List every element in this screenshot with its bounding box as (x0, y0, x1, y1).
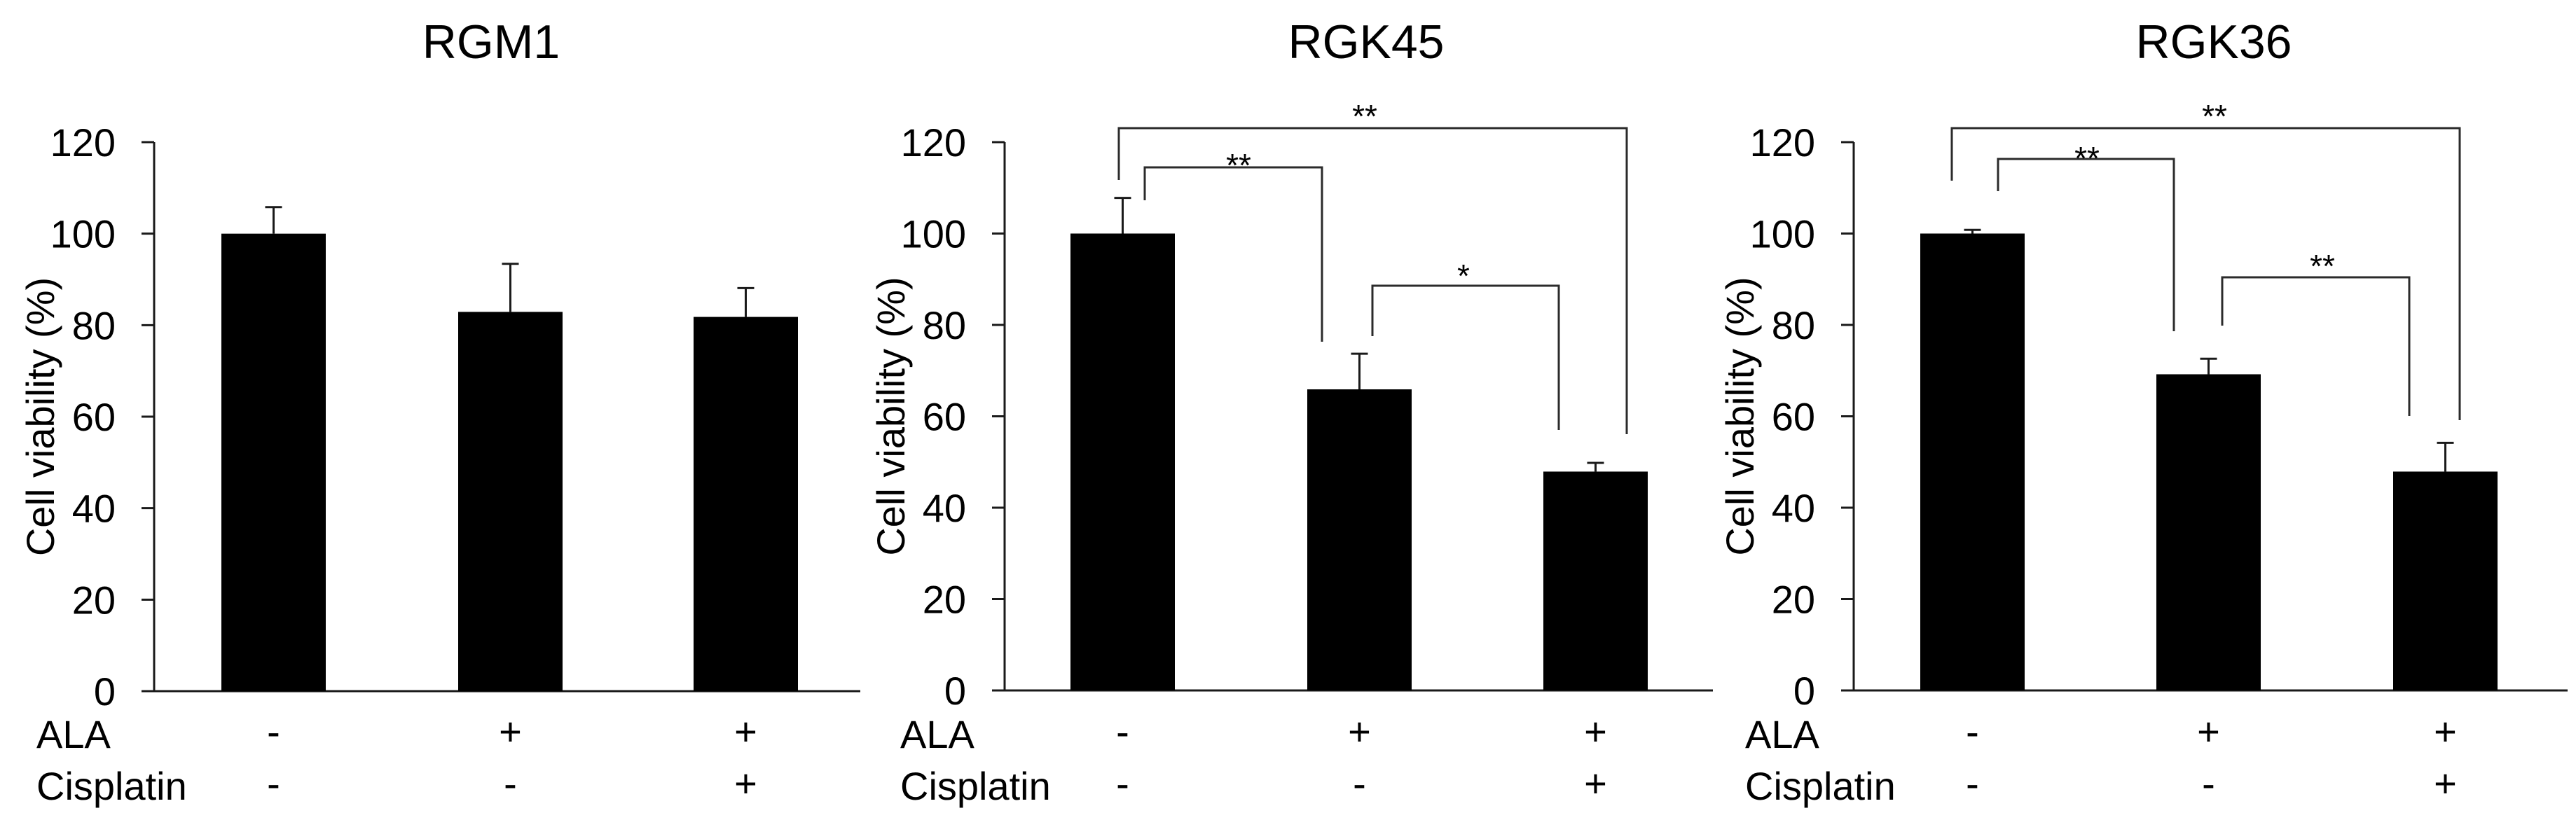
y-tick-label: 60 (72, 395, 116, 439)
treatment-row-label: ALA (1745, 712, 1819, 756)
treatment-row-label: Cisplatin (900, 764, 1051, 808)
y-tick-label: 120 (50, 120, 116, 165)
treatment-sign: - (1966, 761, 1979, 805)
y-tick-label: 20 (1772, 578, 1815, 622)
bar (2393, 471, 2498, 690)
significance-marker: * (1457, 258, 1470, 294)
y-tick-label: 100 (1750, 212, 1815, 256)
bar (1920, 233, 2025, 690)
significance-bracket (2221, 276, 2411, 416)
significance-marker: ** (1352, 98, 1377, 134)
treatment-sign: - (1966, 709, 1979, 753)
y-axis-label: Cell viability (%) (18, 277, 62, 556)
y-axis-label: Cell viability (%) (869, 277, 913, 555)
panel-title: RGK45 (1288, 15, 1445, 69)
significance-bracket (1950, 127, 2461, 420)
significance-marker: ** (2310, 248, 2335, 284)
bar (1070, 233, 1175, 690)
y-axis-label: Cell viability (%) (1718, 277, 1762, 555)
bar (1307, 389, 1412, 690)
y-tick-label: 120 (901, 120, 966, 165)
y-tick-label: 60 (1772, 395, 1815, 439)
treatment-sign: + (2434, 709, 2457, 753)
treatment-row-label: ALA (36, 712, 111, 756)
y-tick-label: 20 (923, 578, 966, 622)
treatment-sign: + (734, 709, 757, 753)
treatment-sign: - (1353, 761, 1366, 805)
treatment-sign: + (1584, 709, 1607, 753)
treatment-sign: + (2197, 709, 2220, 753)
treatment-sign: - (504, 761, 517, 805)
significance-bracket (1997, 158, 2175, 331)
y-tick-label: 0 (944, 669, 966, 713)
treatment-row-label: Cisplatin (36, 764, 187, 808)
bar (458, 312, 563, 691)
y-tick-label: 120 (1750, 120, 1815, 165)
y-tick-label: 40 (1772, 486, 1815, 530)
significance-marker: ** (2074, 140, 2100, 176)
y-tick-label: 60 (923, 395, 966, 439)
treatment-sign: + (1584, 761, 1607, 805)
y-tick-label: 80 (72, 303, 116, 347)
treatment-sign: + (499, 709, 522, 753)
treatment-sign: - (1116, 761, 1129, 805)
y-tick-label: 20 (72, 578, 116, 622)
significance-marker: ** (2202, 98, 2227, 134)
bar (694, 317, 798, 691)
treatment-sign: - (2202, 761, 2215, 805)
y-tick-label: 0 (94, 669, 116, 714)
panel-title: RGM1 (422, 15, 560, 69)
y-tick-label: 40 (923, 486, 966, 530)
bar (1543, 471, 1648, 690)
significance-bracket (1143, 166, 1323, 342)
bar (2156, 374, 2261, 690)
treatment-sign: - (267, 709, 280, 753)
significance-marker: ** (1226, 147, 1251, 183)
chart-panel-rgm1: RGM1 Cell viability (%) 0 20 40 60 80 100 120 ALA… (18, 15, 860, 808)
significance-bracket (1117, 127, 1628, 434)
y-tick-label: 80 (923, 303, 966, 347)
chart-panel-rgk36: RGK36 Cell viability (%) 0 20 40 60 80 100 120 **… (1718, 15, 2568, 808)
panel-title: RGK36 (2136, 15, 2292, 69)
treatment-sign: + (1348, 709, 1371, 753)
treatment-sign: - (1116, 709, 1129, 753)
treatment-sign: + (734, 761, 757, 805)
treatment-row-label: Cisplatin (1745, 764, 1896, 808)
y-tick-label: 100 (50, 212, 116, 256)
y-tick-label: 40 (72, 487, 116, 531)
treatment-sign: - (267, 761, 280, 805)
treatment-row-label: ALA (900, 712, 974, 756)
y-tick-label: 100 (901, 212, 966, 256)
y-tick-label: 0 (1793, 669, 1815, 713)
bar (221, 233, 326, 692)
y-tick-label: 80 (1772, 303, 1815, 347)
treatment-sign: + (2434, 761, 2457, 805)
significance-bracket (1371, 284, 1560, 430)
